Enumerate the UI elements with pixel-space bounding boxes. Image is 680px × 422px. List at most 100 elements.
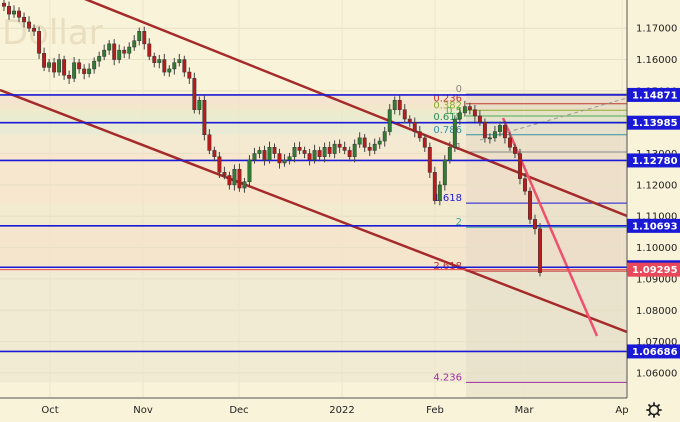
y-tick-label: 1.17000 (636, 24, 677, 35)
candle (252, 153, 257, 161)
candle (317, 150, 322, 157)
candle (162, 59, 167, 73)
candle (437, 184, 442, 201)
candle (232, 168, 237, 186)
price-badge-label: 1.06686 (632, 347, 678, 358)
candle (222, 172, 227, 176)
candle (342, 147, 347, 151)
price-badge: 1.12780 (627, 153, 680, 168)
candle (147, 43, 152, 57)
trend-line-upper[interactable] (0, 0, 627, 218)
candle (307, 153, 312, 161)
candle (407, 118, 412, 123)
price-badge-label: 1.14871 (632, 90, 678, 101)
candle (247, 159, 252, 183)
fib-zone (0, 115, 627, 123)
candle (347, 150, 352, 157)
candle (402, 109, 407, 120)
fib-label: 0.786 (433, 125, 462, 136)
candle (117, 49, 122, 60)
candle (327, 147, 332, 154)
price-badge-label: 1.13985 (632, 118, 678, 129)
candle (497, 125, 502, 132)
candle (187, 71, 192, 79)
candle (452, 118, 457, 148)
x-tick-label: Dec (229, 405, 248, 416)
candle (482, 121, 487, 139)
fib-label: 0.382 (433, 100, 462, 111)
candle (523, 178, 527, 192)
candle (182, 59, 187, 73)
price-badge-bg (627, 218, 680, 233)
candle (432, 172, 437, 201)
candle (87, 68, 92, 74)
candle (72, 62, 77, 79)
candle (242, 181, 247, 189)
y-tick-label: 1.12000 (636, 180, 677, 191)
candle (172, 62, 177, 70)
candle (442, 159, 447, 186)
x-tick-label: 2022 (329, 405, 354, 416)
trend-line-dashed[interactable] (479, 97, 627, 141)
price-badge-bg (627, 262, 680, 277)
candle (362, 137, 367, 148)
price-badge: 1.14871 (627, 87, 680, 102)
candle (122, 49, 127, 54)
candle (387, 109, 392, 132)
candle (528, 190, 532, 220)
x-tick-label: Mar (515, 405, 535, 416)
candle (257, 150, 262, 154)
fibonacci-zones (0, 94, 627, 398)
candle (457, 112, 462, 120)
candle (237, 168, 242, 189)
y-tick-label: 1.07000 (636, 337, 677, 348)
candle (77, 62, 82, 70)
candle (272, 147, 277, 154)
candle (132, 40, 137, 48)
x-tick-label: Ap (615, 405, 628, 416)
fib-label: 0.236 (433, 94, 462, 105)
candle (152, 56, 157, 63)
candle (7, 6, 11, 15)
price-badge: 1.09295 (627, 262, 680, 277)
candle (47, 62, 52, 68)
candle (427, 147, 432, 173)
candle (42, 53, 47, 68)
fib-label: 0.618 (433, 112, 462, 123)
candle (267, 147, 272, 161)
candle (302, 150, 307, 154)
candle (417, 131, 422, 139)
candle (102, 49, 107, 57)
candle (472, 109, 477, 117)
y-tick-label: 1.11000 (636, 212, 677, 223)
settings-gear-icon[interactable] (646, 402, 662, 418)
candle (292, 147, 297, 157)
candle (337, 143, 342, 148)
fib-label: 4.236 (433, 372, 462, 383)
candle (447, 147, 452, 161)
fib-label: 1.618 (433, 193, 462, 204)
candle (507, 137, 512, 148)
candle (17, 10, 21, 18)
fib-zone (0, 103, 627, 111)
candle (518, 153, 522, 179)
fib-zone (0, 94, 627, 104)
fib-zone (0, 203, 627, 228)
price-badges: 1.148711.139851.127801.106931.093721.092… (627, 87, 680, 359)
price-badge-bg (627, 344, 680, 359)
candle (37, 31, 42, 54)
candle (352, 143, 357, 157)
fib-zone (0, 134, 627, 152)
candle (382, 131, 387, 142)
candle (533, 219, 537, 230)
candle (177, 59, 182, 63)
price-badge: 1.06686 (627, 344, 680, 359)
candle (157, 59, 162, 63)
trend-line-lower[interactable] (0, 88, 627, 334)
candle (197, 100, 202, 110)
candle (62, 59, 67, 76)
price-badge-bg (627, 87, 680, 102)
candle (227, 175, 232, 186)
candle (12, 10, 16, 15)
price-badge-label: 1.12780 (632, 156, 678, 167)
